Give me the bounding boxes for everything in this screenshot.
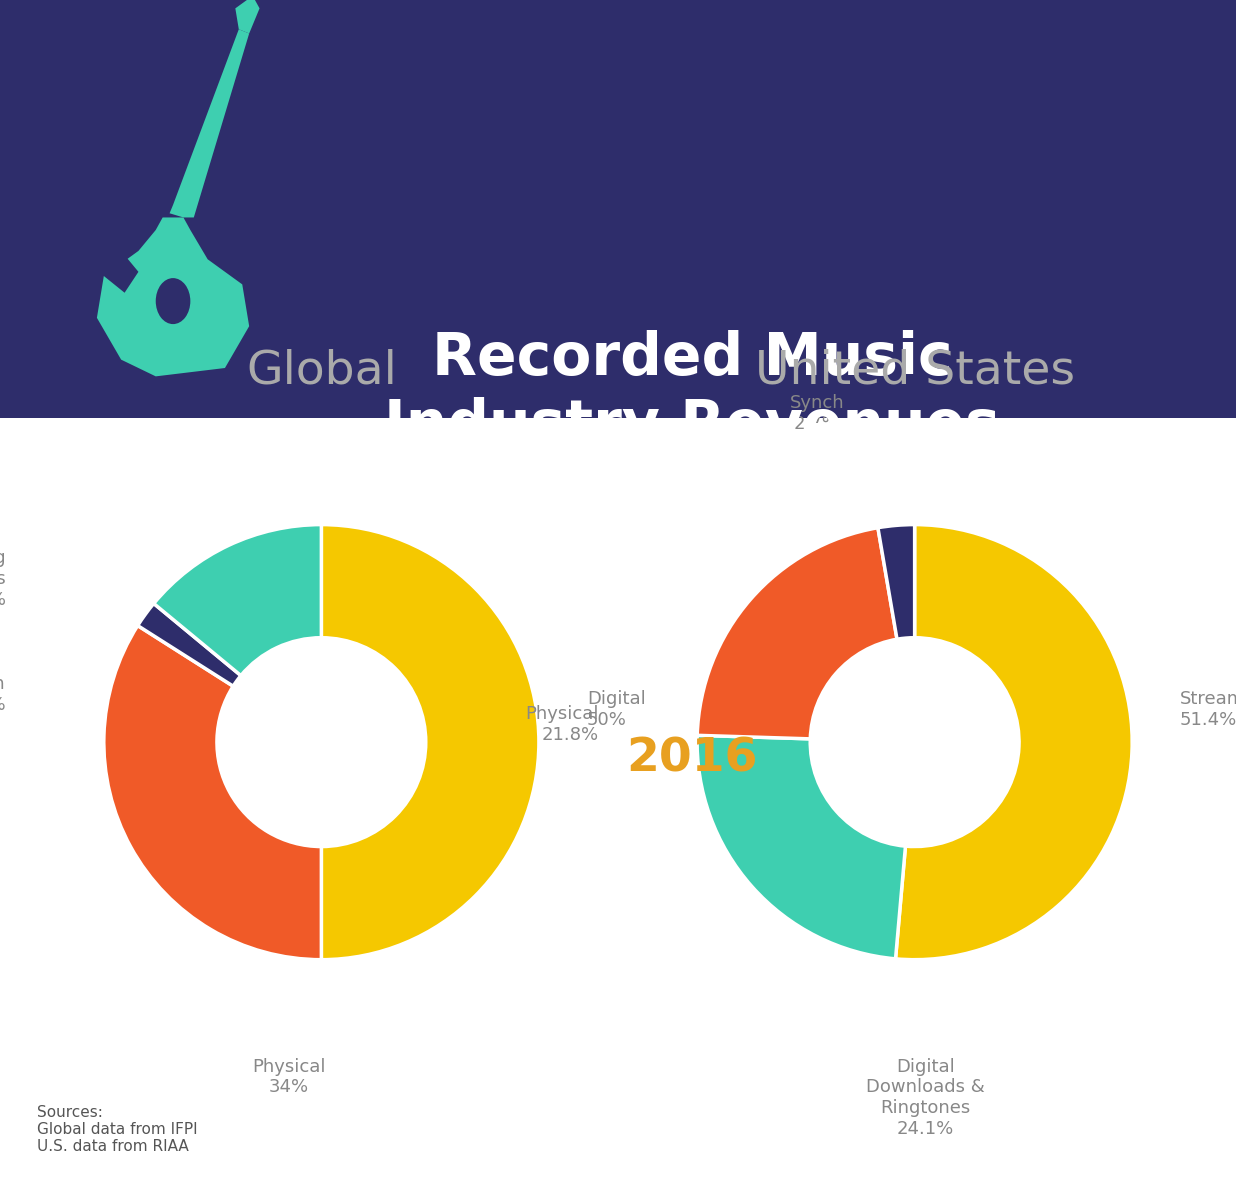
Wedge shape <box>321 524 539 960</box>
Wedge shape <box>137 603 241 687</box>
Polygon shape <box>96 218 250 377</box>
Text: Digital
Downloads &
Ringtones
24.1%: Digital Downloads & Ringtones 24.1% <box>866 1058 985 1138</box>
Polygon shape <box>235 0 260 33</box>
Text: Physical
21.8%: Physical 21.8% <box>525 706 599 744</box>
Text: Global: Global <box>246 349 397 393</box>
Ellipse shape <box>156 278 190 324</box>
Text: Sources:
Global data from IFPI
U.S. data from RIAA: Sources: Global data from IFPI U.S. data… <box>37 1105 198 1154</box>
Wedge shape <box>104 626 321 960</box>
Text: Recorded Music
Industry Revenues
by Segment: Recorded Music Industry Revenues by Segm… <box>384 330 1000 521</box>
Text: Synch
2%: Synch 2% <box>0 675 6 714</box>
Wedge shape <box>697 528 897 739</box>
Polygon shape <box>104 251 138 292</box>
Wedge shape <box>878 524 915 640</box>
Text: United States: United States <box>755 349 1074 393</box>
Text: Performing
Rights
14%: Performing Rights 14% <box>0 549 6 609</box>
Wedge shape <box>896 524 1132 960</box>
Text: 2016: 2016 <box>627 736 758 781</box>
Polygon shape <box>169 29 250 218</box>
Text: Digital
50%: Digital 50% <box>587 690 645 729</box>
Wedge shape <box>697 735 906 959</box>
Wedge shape <box>153 524 321 675</box>
Text: Synch
2.7%: Synch 2.7% <box>790 395 844 434</box>
Text: Physical
34%: Physical 34% <box>252 1058 325 1097</box>
Text: Streaming
51.4%: Streaming 51.4% <box>1180 690 1236 729</box>
